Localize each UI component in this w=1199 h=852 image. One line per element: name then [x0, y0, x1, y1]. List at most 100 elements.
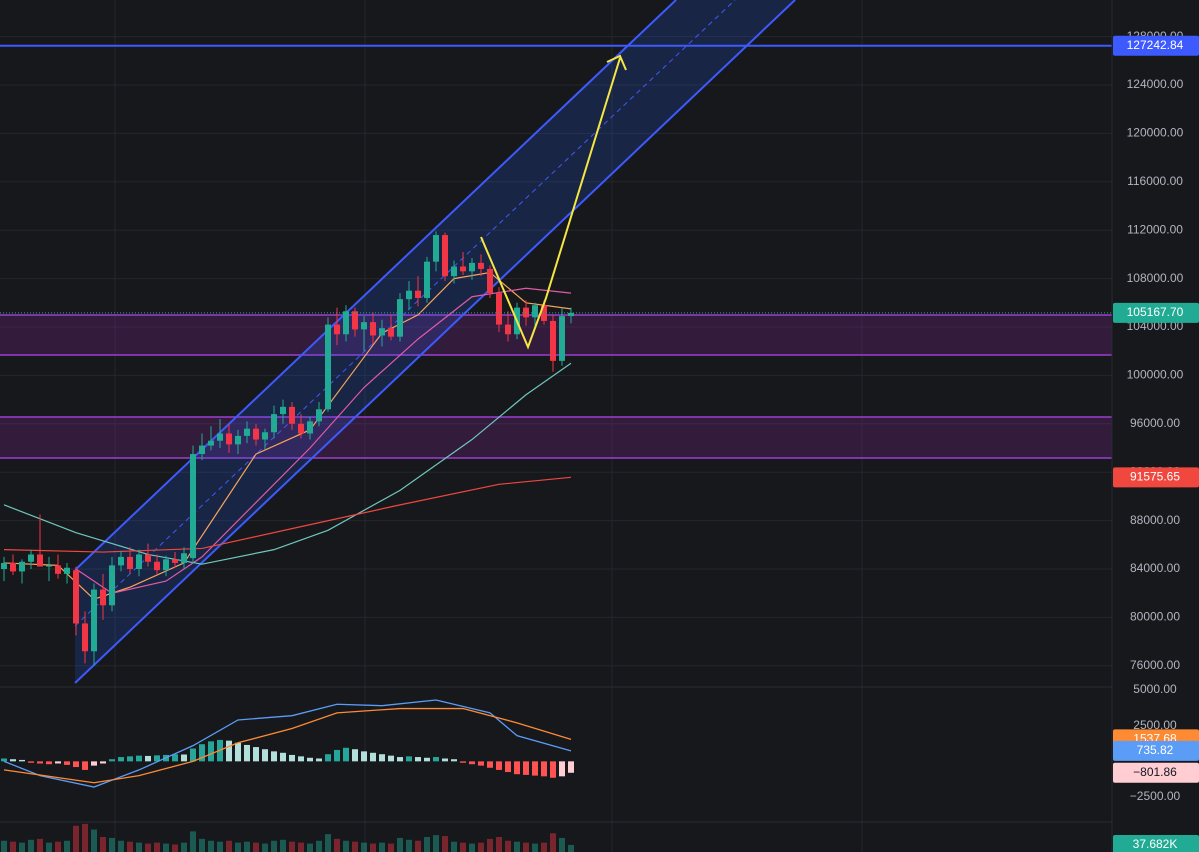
macd-histogram-bar [289, 754, 295, 762]
candle-body [100, 589, 106, 606]
macd-histogram-bar [541, 761, 547, 777]
candle-body [334, 324, 340, 335]
macd-histogram-bar [19, 759, 25, 762]
candle-body [73, 570, 79, 624]
volume-bar [136, 842, 142, 852]
candle-body [253, 428, 259, 440]
macd-histogram-bar [379, 754, 385, 762]
price-label: 37.682K [1133, 837, 1178, 851]
volume-bar [100, 837, 106, 852]
macd-histogram-bar [352, 749, 358, 762]
macd-tick-label: 2500.00 [1133, 718, 1177, 732]
y-tick-label: 116000.00 [1127, 174, 1183, 188]
candle-body [190, 454, 196, 559]
volume-bar [1, 840, 7, 852]
indicator-line [3, 699, 572, 788]
y-tick-label: 88000.00 [1130, 513, 1180, 527]
volume-bar [262, 843, 268, 852]
y-tick-label: 84000.00 [1130, 561, 1180, 575]
macd-histogram-bar [370, 752, 376, 762]
macd-histogram-bar [55, 761, 61, 764]
channel [74, 0, 796, 684]
volume-bar [235, 842, 241, 852]
macd-histogram-bar [487, 761, 493, 768]
price-label-box [1113, 835, 1199, 852]
candle-body [172, 559, 178, 563]
volume-bar [550, 833, 556, 852]
candle-body [379, 328, 385, 336]
macd-histogram-bar [262, 749, 268, 762]
macd-histogram-bar [496, 761, 502, 770]
volume-bar [424, 837, 430, 852]
volume-bar [217, 841, 223, 852]
volume-bar [505, 840, 511, 852]
macd-histogram-bar [271, 751, 277, 762]
volume-bar [532, 843, 538, 852]
volume-bar [226, 840, 232, 852]
macd-histogram-bar [244, 744, 250, 762]
macd-histogram-bar [325, 754, 331, 762]
plot [0, 44, 1112, 852]
y-tick-label: 108000.00 [1127, 271, 1184, 285]
candle-body [568, 312, 574, 317]
macd-histogram-bar [334, 749, 340, 762]
candle-body [55, 565, 61, 574]
candle-body [64, 567, 70, 574]
volume-bar [514, 841, 520, 852]
price-label: 735.82 [1137, 743, 1174, 757]
candle-body [145, 554, 151, 562]
macd-histogram-bar [514, 761, 520, 775]
volume-bar [190, 831, 196, 852]
candle-body [559, 316, 565, 361]
macd-histogram-bar [253, 747, 259, 762]
volume-bar [208, 840, 214, 852]
volume-bar [460, 842, 466, 852]
macd-histogram-bar [388, 755, 394, 762]
macd-histogram-bar [316, 758, 322, 762]
volume-bar [352, 841, 358, 852]
volume-bar [127, 841, 133, 852]
candle-body [298, 423, 304, 434]
volume-bar [343, 840, 349, 852]
candle-body [496, 293, 502, 325]
candle-body [271, 414, 277, 433]
volume-bar [523, 842, 529, 852]
price-label-box [1113, 740, 1199, 761]
volume-bar [298, 842, 304, 852]
y-tick-label: 96000.00 [1130, 416, 1180, 430]
macd-histogram-bar [343, 747, 349, 762]
volume-bar [433, 835, 439, 852]
candle-body [361, 322, 367, 330]
channel-lower [74, 0, 796, 684]
volume-bar [91, 829, 97, 852]
volume-bar [118, 840, 124, 852]
y-tick-label: 112000.00 [1127, 222, 1183, 236]
price-label-box [1113, 35, 1199, 56]
volume-bar [19, 842, 25, 852]
candle-body [82, 623, 88, 652]
candle-body [451, 266, 457, 277]
volume-bar [496, 837, 502, 852]
y-tick-label: 80000.00 [1130, 610, 1180, 624]
macd-histogram-bar [46, 761, 52, 765]
macd-histogram-bar [478, 761, 484, 766]
macd-histogram-bar [469, 761, 475, 765]
volume-bar [109, 837, 115, 852]
candle-body [181, 553, 187, 563]
indicator-line [3, 362, 572, 565]
candle-body [127, 556, 133, 569]
volume-bar [388, 843, 394, 852]
volume-bar [415, 840, 421, 852]
candle-body [262, 432, 268, 440]
candle-body [199, 445, 205, 455]
macd-histogram-bar [235, 742, 241, 762]
macd-histogram-bar [415, 757, 421, 762]
candle-body [532, 305, 538, 318]
macd-histogram-bar [442, 758, 448, 762]
volume-bar [487, 838, 493, 852]
volume-bar [568, 844, 574, 852]
candle-body [46, 565, 52, 567]
macd-histogram-bar [118, 757, 124, 762]
projection-arrow [606, 54, 627, 71]
